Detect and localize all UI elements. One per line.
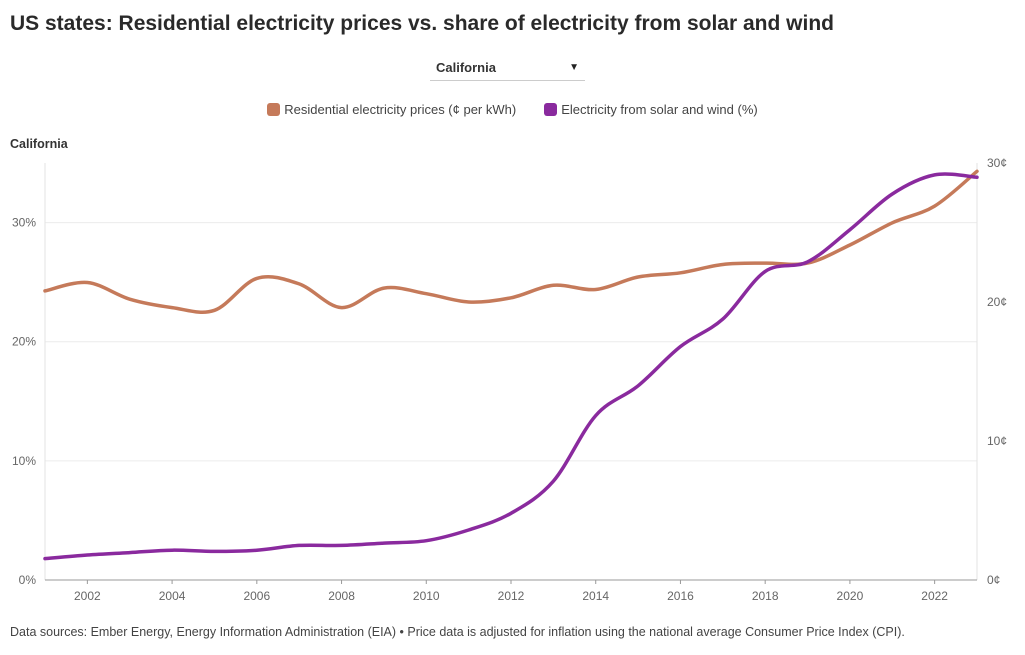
y-right-tick-label: 0¢ [987,573,1000,587]
x-tick-label: 2008 [328,589,355,603]
legend-swatch-prices [267,103,281,116]
legend-label-solar-wind: Electricity from solar and wind (%) [561,102,758,117]
y-right-tick-label: 30¢ [987,156,1007,170]
y-left-tick-label: 30% [12,216,36,230]
legend-item-solar-wind[interactable]: Electricity from solar and wind (%) [544,102,758,117]
x-tick-label: 2012 [498,589,525,603]
y-right-tick-label: 10¢ [987,434,1007,448]
x-tick-label: 2014 [582,589,609,603]
legend: Residential electricity prices (¢ per kW… [0,102,1025,117]
legend-label-prices: Residential electricity prices (¢ per kW… [284,102,517,117]
x-tick-label: 2006 [243,589,270,603]
x-tick-label: 2018 [752,589,779,603]
y-left-tick-label: 0% [19,573,37,587]
y-left-tick-label: 20% [12,335,36,349]
x-tick-label: 2022 [921,589,948,603]
legend-item-prices[interactable]: Residential electricity prices (¢ per kW… [267,102,516,117]
series-line-solar-wind [43,172,979,561]
x-tick-label: 2002 [74,589,101,603]
y-left-tick-label: 10% [12,454,36,468]
series-line-prices [43,169,979,314]
footer-sources: Data sources: Ember Energy, Energy Infor… [10,625,905,639]
chevron-down-icon[interactable]: ▼ [569,62,579,73]
legend-swatch-solar-wind [544,103,558,116]
x-tick-label: 2010 [413,589,440,603]
chart-title: US states: Residential electricity price… [10,12,834,35]
y-right-tick-label: 20¢ [987,295,1007,309]
chart-subtitle: California [10,137,69,151]
state-select-dropdown[interactable]: California ▼ [430,56,585,81]
state-select-value: California [436,60,496,75]
x-tick-label: 2016 [667,589,694,603]
x-tick-label: 2020 [837,589,864,603]
x-tick-label: 2004 [159,589,186,603]
